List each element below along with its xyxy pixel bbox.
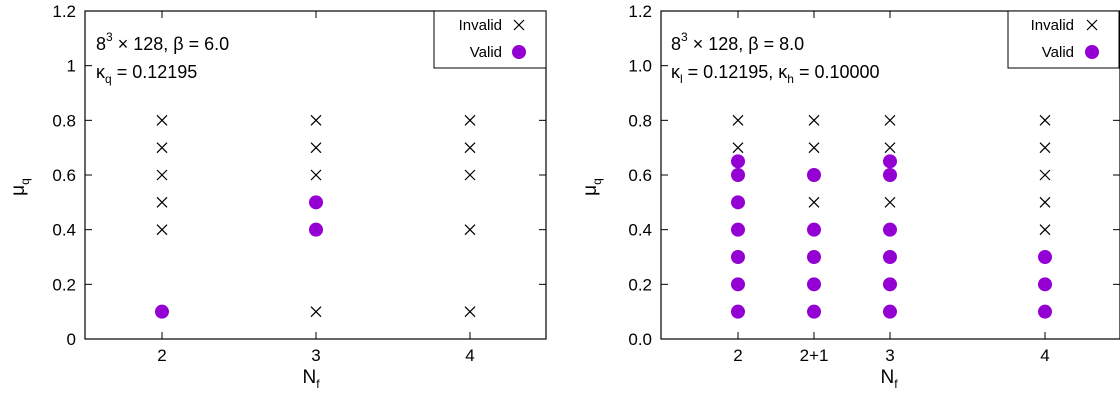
right-xlabel: Nf <box>880 367 898 391</box>
left-ytick-label: 0.4 <box>52 221 76 240</box>
right-valid-point <box>883 168 897 182</box>
right-valid-point <box>883 222 897 237</box>
left-ytick-label: 0 <box>67 330 76 349</box>
left-invalid-point <box>156 196 168 208</box>
left-ytick-label: 1 <box>67 57 76 76</box>
right-valid-point <box>731 168 745 182</box>
left-valid-point <box>155 304 169 319</box>
left-valid-point <box>309 222 323 237</box>
right-invalid-point <box>808 114 820 126</box>
left-annotation-line2: κq = 0.12195 <box>96 62 197 86</box>
left-invalid-point <box>464 114 476 126</box>
right-invalid-point <box>732 142 744 154</box>
left-invalid-point <box>464 306 476 318</box>
right-chart: 0.0 0.2 0.4 0.6 0.8 1.0 1.2 2 2+1 3 4 μq Nf 83 × 1… <box>580 2 1120 391</box>
right-invalid-point <box>884 114 896 126</box>
right-xtick-label: 4 <box>1040 346 1049 365</box>
left-ytick-label: 0.8 <box>52 111 76 130</box>
left-xlabel: Nf <box>302 367 320 391</box>
right-legend-invalid-label: Invalid <box>1031 17 1074 34</box>
left-valid-point <box>309 195 323 210</box>
right-invalid-point <box>1039 114 1051 126</box>
left-invalid-point <box>310 169 322 181</box>
right-xtick-label: 2+1 <box>800 346 829 365</box>
right-data-marks <box>731 114 1052 319</box>
right-ytick-label: 1.2 <box>628 2 652 21</box>
right-invalid-point <box>808 142 820 154</box>
right-tick-labels: 0.0 0.2 0.4 0.6 0.8 1.0 1.2 2 2+1 3 4 <box>628 2 1049 365</box>
right-legend-invalid-marker <box>1086 19 1098 31</box>
right-valid-point <box>1038 277 1052 292</box>
left-legend: Invalid Valid <box>433 10 547 69</box>
right-valid-point <box>731 154 745 169</box>
left-invalid-point <box>156 142 168 154</box>
right-ytick-label: 1.0 <box>628 57 652 76</box>
right-ytick-label: 0.4 <box>628 221 652 240</box>
right-ytick-label: 0.8 <box>628 111 652 130</box>
right-valid-point <box>731 304 745 319</box>
right-invalid-point <box>808 196 820 208</box>
right-valid-point <box>731 222 745 237</box>
left-invalid-point <box>156 169 168 181</box>
right-invalid-point <box>884 142 896 154</box>
right-valid-point <box>731 250 745 264</box>
right-annotation-line1: 83 × 128, β = 8.0 <box>671 30 804 54</box>
left-ytick-label: 0.2 <box>52 275 76 294</box>
right-valid-point <box>1038 250 1052 264</box>
right-valid-point <box>807 222 821 237</box>
right-valid-point <box>1038 304 1052 319</box>
right-ytick-label: 0.0 <box>628 330 652 349</box>
left-legend-valid-marker <box>512 45 526 59</box>
left-ytick-label: 1.2 <box>52 2 76 21</box>
left-invalid-point <box>464 142 476 154</box>
left-legend-valid-label: Valid <box>470 44 502 61</box>
left-ylabel: μq <box>8 178 32 196</box>
right-valid-point <box>883 304 897 319</box>
left-chart: 0 0.2 0.4 0.6 0.8 1 1.2 2 3 4 μq Nf 83 × 128, β =… <box>8 2 547 391</box>
right-valid-point <box>731 195 745 210</box>
right-invalid-point <box>732 114 744 126</box>
left-ytick-label: 0.6 <box>52 166 76 185</box>
left-legend-box <box>433 10 547 69</box>
right-valid-point <box>807 277 821 292</box>
left-invalid-point <box>156 114 168 126</box>
right-invalid-point <box>884 196 896 208</box>
right-valid-point <box>807 168 821 182</box>
right-legend-valid-marker <box>1085 45 1099 59</box>
left-xtick-label: 4 <box>465 346 474 365</box>
right-legend: Invalid Valid <box>1007 10 1120 69</box>
left-annotation-line1: 83 × 128, β = 6.0 <box>96 30 229 54</box>
left-invalid-point <box>310 306 322 318</box>
right-valid-point <box>883 277 897 292</box>
right-annotation-line2: κl = 0.12195, κh = 0.10000 <box>671 62 880 86</box>
right-legend-valid-label: Valid <box>1042 44 1074 61</box>
left-xtick-label: 3 <box>311 346 320 365</box>
right-valid-point <box>883 154 897 169</box>
left-legend-invalid-label: Invalid <box>459 17 502 34</box>
left-data-marks <box>155 114 476 319</box>
left-invalid-point <box>310 114 322 126</box>
left-invalid-point <box>156 224 168 236</box>
right-invalid-point <box>1039 196 1051 208</box>
right-xtick-label: 3 <box>885 346 894 365</box>
right-valid-point <box>883 250 897 264</box>
right-xtick-label: 2 <box>733 346 742 365</box>
left-legend-invalid-marker <box>513 19 525 31</box>
right-valid-point <box>807 250 821 264</box>
right-ytick-label: 0.2 <box>628 275 652 294</box>
right-valid-point <box>731 277 745 292</box>
right-valid-point <box>807 304 821 319</box>
right-ytick-label: 0.6 <box>628 166 652 185</box>
left-invalid-point <box>464 169 476 181</box>
left-invalid-point <box>310 142 322 154</box>
left-tick-labels: 0 0.2 0.4 0.6 0.8 1 1.2 2 3 4 <box>52 2 474 365</box>
right-invalid-point <box>1039 142 1051 154</box>
left-invalid-point <box>464 224 476 236</box>
left-xtick-label: 2 <box>157 346 166 365</box>
right-invalid-point <box>1039 224 1051 236</box>
right-invalid-point <box>1039 169 1051 181</box>
right-legend-box <box>1007 10 1120 69</box>
right-ylabel: μq <box>580 178 604 196</box>
